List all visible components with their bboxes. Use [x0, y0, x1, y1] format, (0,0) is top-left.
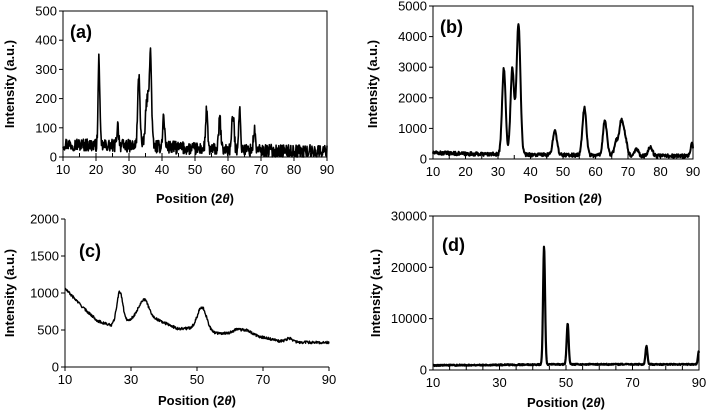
x-axis-ticks: 10 20 30 40 50 60 70 80 90: [56, 153, 334, 177]
y-tick-label: 1000: [398, 121, 427, 136]
x-tick-label: 40: [155, 162, 169, 177]
x-tick-label: 50: [188, 162, 202, 177]
y-tick-label: 100: [35, 120, 57, 135]
x-tick-label: 70: [625, 375, 639, 390]
plot-axes: [64, 219, 329, 368]
y-tick-label: 200: [35, 91, 57, 106]
x-tick-label: 20: [458, 164, 472, 179]
x-tick-label: 50: [559, 375, 573, 390]
xrd-trace: [62, 47, 328, 158]
x-tick-label: 80: [653, 164, 667, 179]
x-tick-label: 90: [322, 372, 336, 387]
x-tick-label: 10: [58, 372, 72, 387]
y-axis-ticks: 0 1000 2000 3000 4000 5000: [398, 0, 433, 167]
x-tick-label: 60: [588, 164, 602, 179]
y-tick-label: 5000: [398, 0, 427, 14]
x-tick-label: 90: [692, 375, 706, 390]
panel-label: (c): [79, 241, 101, 261]
x-axis-ticks: 10 30 50 70 90: [58, 367, 336, 387]
x-tick-label: 30: [491, 164, 505, 179]
y-tick-label: 300: [35, 62, 57, 77]
y-tick-label: 1000: [30, 286, 59, 301]
panel-c: 0 500 1000 1500 2000 10 30 50 70 90 (c) Intensit…: [2, 212, 336, 409]
y-tick-label: 400: [35, 33, 57, 48]
x-tick-label: 30: [492, 375, 506, 390]
x-tick-label: 70: [256, 372, 270, 387]
y-axis-ticks: 0 500 1000 1500 2000: [30, 212, 65, 375]
x-tick-label: 10: [56, 162, 70, 177]
x-axis-title: Position (2θ): [156, 191, 234, 206]
panel-label: (b): [440, 17, 463, 37]
x-tick-label: 20: [89, 162, 103, 177]
panel-label: (d): [442, 235, 465, 255]
plot-frame: [432, 5, 694, 160]
x-tick-label: 30: [124, 372, 138, 387]
x-tick-label: 90: [320, 162, 334, 177]
y-tick-label: 20000: [391, 260, 427, 275]
y-axis-ticks: 0 10000 20000 30000: [391, 209, 433, 378]
xrd-trace: [432, 23, 694, 159]
x-tick-label: 50: [556, 164, 570, 179]
y-tick-label: 0: [50, 150, 57, 165]
x-axis-title: Position (2θ): [527, 395, 605, 410]
x-tick-label: 10: [426, 375, 440, 390]
y-axis-ticks: 0 100 200 300 400 500: [35, 4, 63, 165]
x-axis-title: Position (2θ): [158, 393, 236, 408]
x-tick-label: 70: [254, 162, 268, 177]
y-tick-label: 3000: [398, 60, 427, 75]
x-tick-label: 30: [122, 162, 136, 177]
xrd-trace: [64, 287, 330, 345]
y-tick-label: 500: [37, 323, 59, 338]
y-tick-label: 2000: [398, 90, 427, 105]
panel-d: 0 10000 20000 30000 10 30 50 70 90 (d) Intensit…: [368, 209, 706, 411]
y-tick-label: 2000: [30, 212, 59, 227]
x-axis-ticks: 10 30 50 70 90: [426, 365, 706, 390]
x-tick-label: 90: [686, 164, 700, 179]
y-tick-label: 0: [420, 152, 427, 167]
x-tick-label: 70: [621, 164, 635, 179]
panel-b: 0 1000 2000 3000 4000 5000 10 20 30 40 50 60 70 80 90…: [365, 0, 700, 206]
y-axis-title: Intensity (a.u.): [2, 40, 17, 128]
y-axis-title: Intensity (a.u.): [2, 249, 17, 337]
y-tick-label: 1500: [30, 249, 59, 264]
y-axis-title: Intensity (a.u.): [368, 249, 383, 337]
y-axis-title: Intensity (a.u.): [365, 40, 380, 128]
y-tick-label: 30000: [391, 209, 427, 224]
panel-label: (a): [70, 22, 92, 42]
x-axis-ticks: 10 20 30 40 50 60 70 80 90: [426, 154, 700, 179]
plot-frame: [62, 10, 328, 158]
y-tick-label: 4000: [398, 29, 427, 44]
x-tick-label: 60: [221, 162, 235, 177]
x-tick-label: 50: [190, 372, 204, 387]
x-tick-label: 80: [287, 162, 301, 177]
x-tick-label: 40: [523, 164, 537, 179]
y-tick-label: 500: [35, 4, 57, 19]
x-tick-label: 10: [426, 164, 440, 179]
y-tick-label: 0: [420, 363, 427, 378]
x-axis-title: Position (2θ): [524, 191, 602, 206]
xrd-trace: [432, 245, 701, 368]
y-tick-label: 0: [52, 360, 59, 375]
y-tick-label: 10000: [391, 311, 427, 326]
